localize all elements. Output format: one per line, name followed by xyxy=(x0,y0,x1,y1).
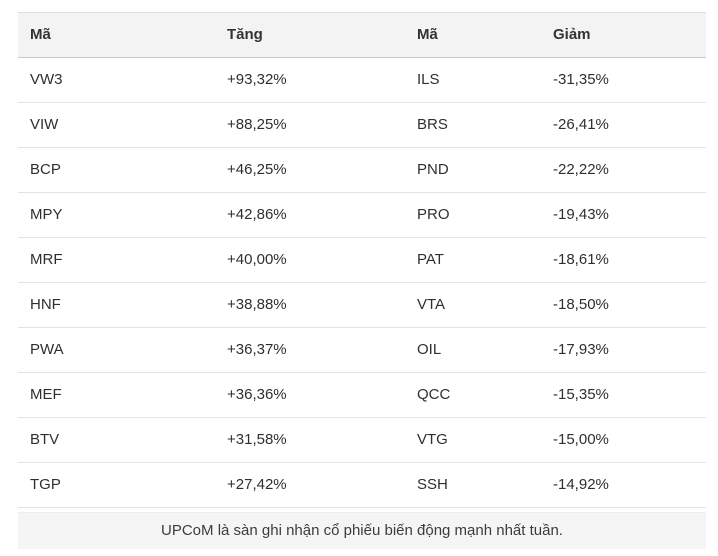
loser-code: BRS xyxy=(405,102,541,148)
loser-change: -17,93% xyxy=(541,327,706,373)
gainer-code: VIW xyxy=(18,102,215,148)
top-movers-panel: Mã Tăng Mã Giảm VW3 +93,32% ILS -31,35% … xyxy=(18,12,706,549)
loser-code: VTG xyxy=(405,417,541,463)
table-row: VW3 +93,32% ILS -31,35% xyxy=(18,57,706,103)
loser-code: QCC xyxy=(405,372,541,418)
gainer-change: +93,32% xyxy=(215,57,405,103)
loser-change: -22,22% xyxy=(541,147,706,193)
gainer-code: PWA xyxy=(18,327,215,373)
loser-code: ILS xyxy=(405,57,541,103)
gainer-code: VW3 xyxy=(18,57,215,103)
table-row: BCP +46,25% PND -22,22% xyxy=(18,147,706,193)
loser-change: -15,35% xyxy=(541,372,706,418)
gainer-code: MRF xyxy=(18,237,215,283)
loser-code: PND xyxy=(405,147,541,193)
loser-change: -26,41% xyxy=(541,102,706,148)
table-row: MPY +42,86% PRO -19,43% xyxy=(18,192,706,238)
gainer-code: HNF xyxy=(18,282,215,328)
gainer-change: +88,25% xyxy=(215,102,405,148)
gainer-code: BTV xyxy=(18,417,215,463)
loser-code: SSH xyxy=(405,462,541,508)
table-row: PWA +36,37% OIL -17,93% xyxy=(18,327,706,373)
loser-code: OIL xyxy=(405,327,541,373)
loser-change: -18,61% xyxy=(541,237,706,283)
table-row: TGP +27,42% SSH -14,92% xyxy=(18,462,706,508)
table-row: HNF +38,88% VTA -18,50% xyxy=(18,282,706,328)
loser-change: -19,43% xyxy=(541,192,706,238)
loser-change: -18,50% xyxy=(541,282,706,328)
top-movers-table: Mã Tăng Mã Giảm VW3 +93,32% ILS -31,35% … xyxy=(18,12,706,508)
gainer-change: +36,36% xyxy=(215,372,405,418)
loser-change: -14,92% xyxy=(541,462,706,508)
gainer-code: MEF xyxy=(18,372,215,418)
gainer-change: +36,37% xyxy=(215,327,405,373)
loser-code: PAT xyxy=(405,237,541,283)
table-row: VIW +88,25% BRS -26,41% xyxy=(18,102,706,148)
loser-change: -31,35% xyxy=(541,57,706,103)
gainer-code: TGP xyxy=(18,462,215,508)
table-row: MRF +40,00% PAT -18,61% xyxy=(18,237,706,283)
gainer-change: +27,42% xyxy=(215,462,405,508)
gainer-change: +42,86% xyxy=(215,192,405,238)
header-loser-code: Mã xyxy=(405,12,541,58)
table-row: MEF +36,36% QCC -15,35% xyxy=(18,372,706,418)
header-loser-change: Giảm xyxy=(541,12,706,58)
loser-change: -15,00% xyxy=(541,417,706,463)
table-header-row: Mã Tăng Mã Giảm xyxy=(18,12,706,58)
header-gainer-change: Tăng xyxy=(215,12,405,58)
loser-code: PRO xyxy=(405,192,541,238)
loser-code: VTA xyxy=(405,282,541,328)
gainer-code: BCP xyxy=(18,147,215,193)
table-row: BTV +31,58% VTG -15,00% xyxy=(18,417,706,463)
gainer-change: +38,88% xyxy=(215,282,405,328)
gainer-change: +40,00% xyxy=(215,237,405,283)
table-caption: UPCoM là sàn ghi nhận cổ phiếu biến động… xyxy=(18,512,706,549)
gainer-change: +31,58% xyxy=(215,417,405,463)
gainer-code: MPY xyxy=(18,192,215,238)
header-gainer-code: Mã xyxy=(18,12,215,58)
gainer-change: +46,25% xyxy=(215,147,405,193)
